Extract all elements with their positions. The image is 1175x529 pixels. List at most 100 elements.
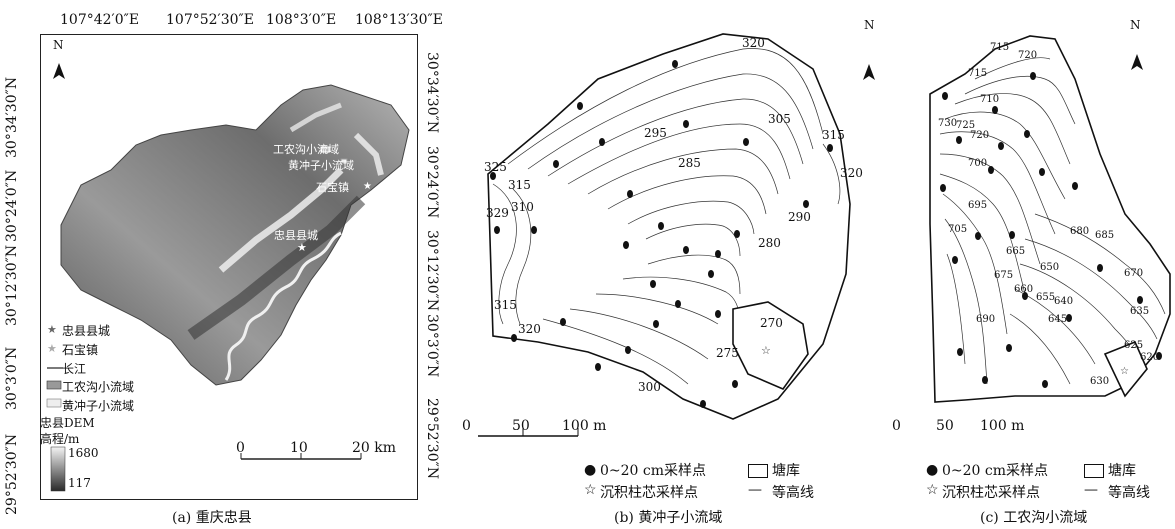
legend-contour-b: 等高线 — [772, 485, 814, 501]
pond-c — [1103, 340, 1148, 398]
contour-label: 730 — [938, 118, 958, 129]
contour-label: 665 — [1006, 246, 1026, 257]
contour-label: 635 — [1130, 306, 1150, 317]
contour-label: 715 — [968, 68, 988, 79]
contour-label: 270 — [760, 316, 783, 330]
legend-pond-box-b — [748, 464, 768, 478]
shibao-star: ★ — [363, 181, 372, 192]
contour-label: 315 — [822, 128, 845, 142]
north-label-b: N — [864, 18, 875, 32]
legend-core-c: 沉积柱芯采样点 — [942, 485, 1040, 501]
contour-label: 720 — [970, 130, 990, 141]
map-label-shibao: 石宝镇 — [316, 181, 349, 194]
contour-label: 320 — [518, 322, 541, 336]
contour-label: 630 — [1090, 376, 1110, 387]
sample-points-c — [940, 72, 1162, 388]
contour-label: 680 — [1070, 226, 1090, 237]
legend-pond-b: 塘库 — [772, 463, 800, 479]
caption-a: (a) 重庆忠县 — [172, 510, 252, 526]
scale-tick: 10 — [290, 440, 308, 456]
lat-tick-left: 30°24′0″N — [4, 169, 20, 242]
contour-label: 650 — [1040, 262, 1060, 273]
scale-tick-b: 100 m — [562, 418, 607, 434]
legend-river: 长江 — [62, 362, 87, 376]
contour-label: 315 — [508, 178, 531, 192]
contour-label: 685 — [1095, 230, 1115, 241]
contour-label: 300 — [638, 380, 661, 394]
contour-label: 329 — [486, 206, 509, 220]
north-label: N — [53, 38, 64, 52]
legend-huangchongzi: 黄冲子小流域 — [62, 399, 135, 413]
lat-tick-left: 30°34′30″N — [4, 76, 20, 158]
watershed-c-outline — [929, 35, 1171, 403]
lon-tick: 108°13′30″E — [355, 12, 443, 28]
contour-label: 675 — [994, 270, 1014, 281]
legend-line-c: — — [1084, 482, 1098, 498]
contour-label: 725 — [956, 120, 976, 131]
lon-tick: 108°3′0″E — [266, 12, 337, 28]
legend-shibao: 石宝镇 — [62, 343, 99, 357]
watershed-b-map: ☆ — [478, 33, 875, 437]
legend-dot-b: ● — [584, 462, 597, 478]
lat-tick-right: 30°12′30″N — [424, 230, 440, 312]
yangtze-river — [224, 231, 342, 381]
legend-contour-c: 等高线 — [1108, 485, 1150, 501]
caption-b: (b) 黄冲子小流域 — [614, 510, 723, 526]
lat-tick-left: 30°12′30″N — [4, 244, 20, 326]
core-star-c: ☆ — [1120, 366, 1129, 377]
legend-dem-title: 忠县DEM — [40, 416, 95, 430]
contour-label: 710 — [980, 94, 1000, 105]
map-label-zhongxian: 忠县县城 — [274, 229, 318, 242]
scale-tick-b: 0 — [462, 418, 471, 434]
watershed-c-map: ☆ — [929, 35, 1171, 403]
elevation-colorbar — [50, 446, 66, 492]
contour-label: 705 — [948, 224, 968, 235]
map-label-huangchongzi: 黄冲子小流域 — [288, 159, 354, 172]
north-arrow-icon — [53, 63, 65, 79]
contour-label: 320 — [840, 166, 863, 180]
lat-tick-right: 30°34′30″N — [424, 52, 440, 134]
contour-label: 310 — [511, 200, 534, 214]
contour-label: 290 — [788, 210, 811, 224]
scale-tick: 20 km — [352, 440, 397, 456]
legend-star-b: ☆ — [584, 482, 597, 498]
contour-label: 645 — [1048, 314, 1068, 325]
contour-label: 325 — [484, 160, 507, 174]
legend-gongnonggou: 工农沟小流域 — [62, 380, 135, 394]
contour-label: 690 — [976, 314, 996, 325]
core-star-b: ☆ — [761, 344, 771, 357]
north-arrow-b-icon — [863, 64, 875, 80]
legend-line-b: — — [748, 482, 762, 498]
pond-b — [732, 301, 809, 390]
county-star: ★ — [297, 241, 307, 254]
legend-pond-c: 塘库 — [1108, 463, 1136, 479]
svg-text:★: ★ — [47, 342, 57, 355]
contour-label: 315 — [494, 298, 517, 312]
contour-label: 655 — [1036, 292, 1056, 303]
contour-label: 295 — [644, 126, 667, 140]
watershed-b-outline — [487, 33, 851, 420]
contour-label: 700 — [968, 158, 988, 169]
contour-label: 715 — [990, 42, 1010, 53]
legend-pond-box-c — [1084, 464, 1104, 478]
contour-label: 640 — [1054, 296, 1074, 307]
legend-star-c: ☆ — [926, 482, 939, 498]
lat-tick-left: 30°3′0″N — [4, 346, 20, 410]
lat-tick-right: 30°3′0″N — [424, 314, 440, 378]
contour-label: 285 — [678, 156, 701, 170]
legend-elev-min: 117 — [68, 476, 91, 490]
contour-label: 625 — [1124, 340, 1144, 351]
north-label-c: N — [1130, 18, 1141, 32]
map-frame: ★ ★ ★ ★ — [40, 34, 418, 500]
legend-core-b: 沉积柱芯采样点 — [600, 485, 698, 501]
contour-label: 620 — [1140, 352, 1160, 363]
sample-points-b — [490, 60, 833, 408]
contour-label: 275 — [716, 346, 739, 360]
north-arrow-c-icon — [1131, 54, 1143, 70]
scale-tick-c: 0 — [892, 418, 901, 434]
scale-tick-c: 50 — [936, 418, 954, 434]
svg-text:★: ★ — [47, 323, 57, 336]
lat-tick-left: 29°52′30″N — [4, 433, 20, 515]
contour-label: 695 — [968, 200, 988, 211]
contour-label: 305 — [768, 112, 791, 126]
